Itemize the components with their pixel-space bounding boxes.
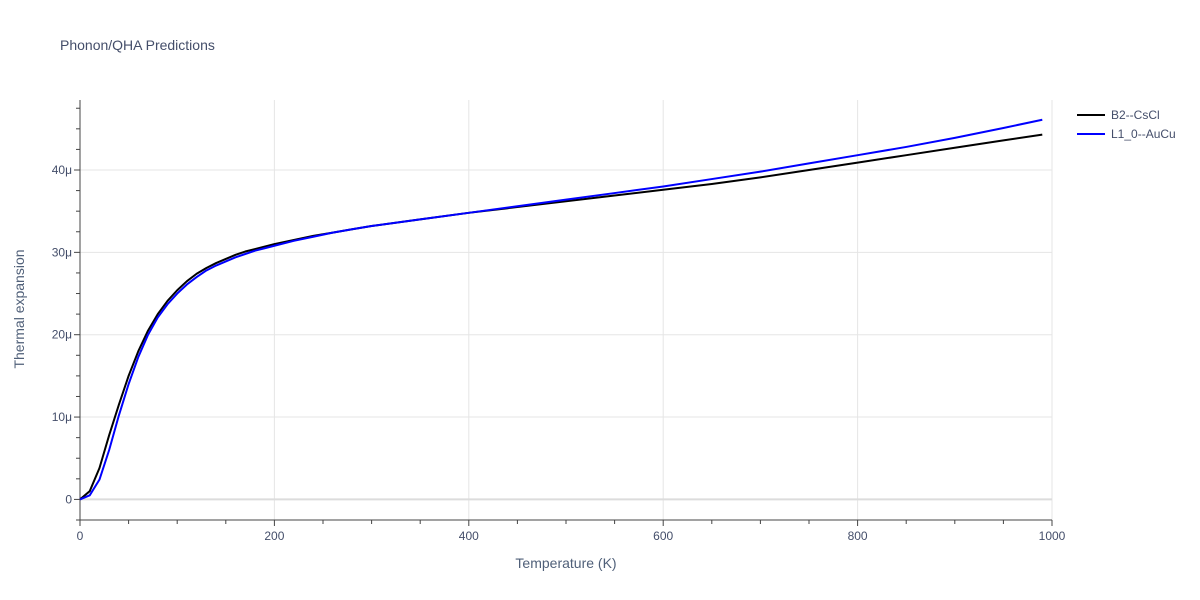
legend-item[interactable]: L1_0--AuCu	[1077, 127, 1176, 141]
axes	[74, 100, 1053, 526]
y-tick-label: 20μ	[52, 328, 72, 342]
y-tick-label: 0	[65, 492, 72, 506]
x-tick-label: 0	[77, 529, 84, 543]
x-tick-label: 1000	[1039, 529, 1066, 543]
y-tick-label: 10μ	[52, 410, 72, 424]
chart-title: Phonon/QHA Predictions	[60, 37, 215, 53]
series-line-l1-0-aucu	[79, 118, 1043, 501]
grid-lines	[80, 100, 1053, 520]
legend[interactable]: B2--CsCl L1_0--AuCu	[1077, 108, 1176, 141]
legend-item[interactable]: B2--CsCl	[1077, 108, 1160, 122]
y-axis-title: Thermal expansion	[11, 249, 27, 368]
tick-labels: 0 200 400 600 800 1000 0 10μ 20μ 30μ 40μ	[52, 163, 1066, 543]
x-tick-label: 200	[264, 529, 284, 543]
y-tick-label: 40μ	[52, 163, 72, 177]
x-axis-title: Temperature (K)	[515, 555, 616, 571]
x-tick-label: 400	[459, 529, 479, 543]
y-tick-label: 30μ	[52, 245, 72, 259]
x-tick-label: 600	[653, 529, 673, 543]
legend-label: L1_0--AuCu	[1111, 127, 1176, 141]
series-lines	[79, 118, 1043, 501]
series-line-b2-cscl	[79, 133, 1043, 501]
x-tick-label: 800	[848, 529, 868, 543]
legend-label: B2--CsCl	[1111, 108, 1160, 122]
